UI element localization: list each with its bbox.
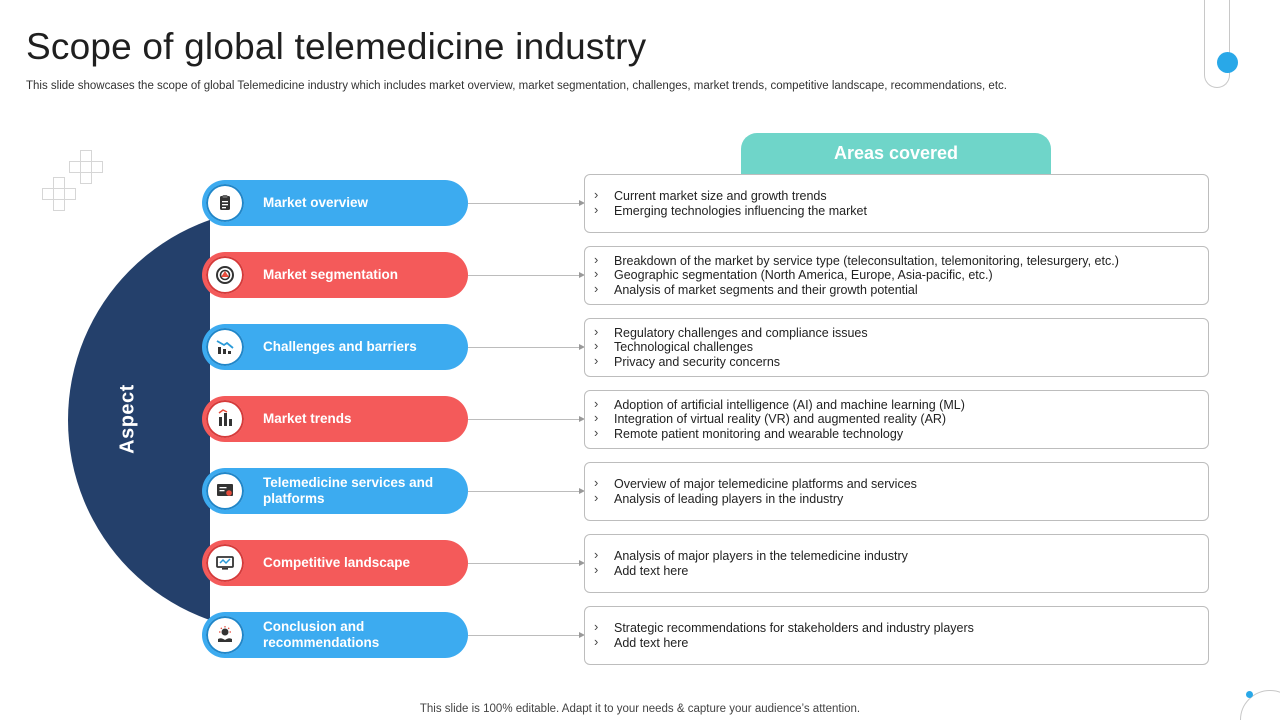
areas-covered-box: Breakdown of the market by service type … (584, 246, 1209, 305)
aspect-pill: Conclusion and recommendations (202, 612, 468, 658)
connector-arrow (468, 416, 585, 422)
bullet-point: Add text here (593, 563, 1208, 579)
connector-arrow (468, 200, 585, 206)
decorative-dot (1217, 52, 1238, 73)
idea-hand-icon (206, 616, 244, 654)
aspect-pill-label: Competitive landscape (263, 555, 411, 570)
bullet-point: Overview of major telemedicine platforms… (593, 476, 1208, 492)
plus-decoration-icon (42, 177, 76, 211)
decorative-dot-small (1246, 691, 1253, 698)
connector-arrow (468, 560, 585, 566)
aspect-pill-label: Challenges and barriers (263, 339, 417, 354)
areas-covered-box: Strategic recommendations for stakeholde… (584, 606, 1209, 665)
target-icon (206, 256, 244, 294)
areas-covered-box: Overview of major telemedicine platforms… (584, 462, 1209, 521)
bullet-point: Privacy and security concerns (593, 354, 1208, 370)
aspect-pill-label: Telemedicine services and platforms (263, 475, 434, 506)
aspect-pill: Market trends (202, 396, 468, 442)
areas-covered-box: Current market size and growth trendsEme… (584, 174, 1209, 233)
bullet-point: Remote patient monitoring and wearable t… (593, 426, 1208, 442)
aspect-pill: Challenges and barriers (202, 324, 468, 370)
bullet-point: Adoption of artificial intelligence (AI)… (593, 397, 1208, 413)
declining-chart-icon (206, 328, 244, 366)
bullet-point: Add text here (593, 635, 1208, 651)
aspect-pill: Market segmentation (202, 252, 468, 298)
aspect-pill-label: Market segmentation (263, 267, 399, 282)
areas-covered-box: Analysis of major players in the telemed… (584, 534, 1209, 593)
aspect-pill: Telemedicine services and platforms (202, 468, 468, 514)
connector-arrow (468, 272, 585, 278)
connector-arrow (468, 344, 585, 350)
monitor-icon (206, 544, 244, 582)
aspect-label: Aspect (116, 384, 139, 454)
plus-decoration-icon (69, 150, 103, 184)
bullet-point: Emerging technologies influencing the ma… (593, 203, 1208, 219)
bullet-point: Integration of virtual reality (VR) and … (593, 411, 1208, 427)
aspect-pill-label: Market overview (263, 195, 369, 210)
aspect-semicircle (68, 208, 210, 632)
bullet-point: Geographic segmentation (North America, … (593, 267, 1208, 283)
areas-covered-box: Adoption of artificial intelligence (AI)… (584, 390, 1209, 449)
areas-covered-header: Areas covered (741, 133, 1051, 174)
areas-covered-box: Regulatory challenges and compliance iss… (584, 318, 1209, 377)
aspect-pill-label: Conclusion and recommendations (263, 619, 380, 650)
connector-arrow (468, 632, 585, 638)
page-subtitle: This slide showcases the scope of global… (26, 80, 1007, 92)
bullet-point: Regulatory challenges and compliance iss… (593, 325, 1208, 341)
aspect-pill: Market overview (202, 180, 468, 226)
footer-note: This slide is 100% editable. Adapt it to… (419, 703, 861, 715)
certificate-icon (206, 472, 244, 510)
bullet-point: Strategic recommendations for stakeholde… (593, 620, 1208, 636)
connector-arrow (468, 488, 585, 494)
bullet-point: Current market size and growth trends (593, 188, 1208, 204)
aspect-pill-label: Market trends (263, 411, 352, 426)
bullet-point: Breakdown of the market by service type … (593, 253, 1208, 269)
bullet-point: Technological challenges (593, 339, 1208, 355)
decorative-line (1204, 0, 1230, 88)
bullet-point: Analysis of market segments and their gr… (593, 282, 1208, 298)
page-title: Scope of global telemedicine industry (26, 26, 647, 67)
trend-bars-icon (206, 400, 244, 438)
aspect-pill: Competitive landscape (202, 540, 468, 586)
bullet-point: Analysis of leading players in the indus… (593, 491, 1208, 507)
clipboard-icon (206, 184, 244, 222)
bullet-point: Analysis of major players in the telemed… (593, 548, 1208, 564)
